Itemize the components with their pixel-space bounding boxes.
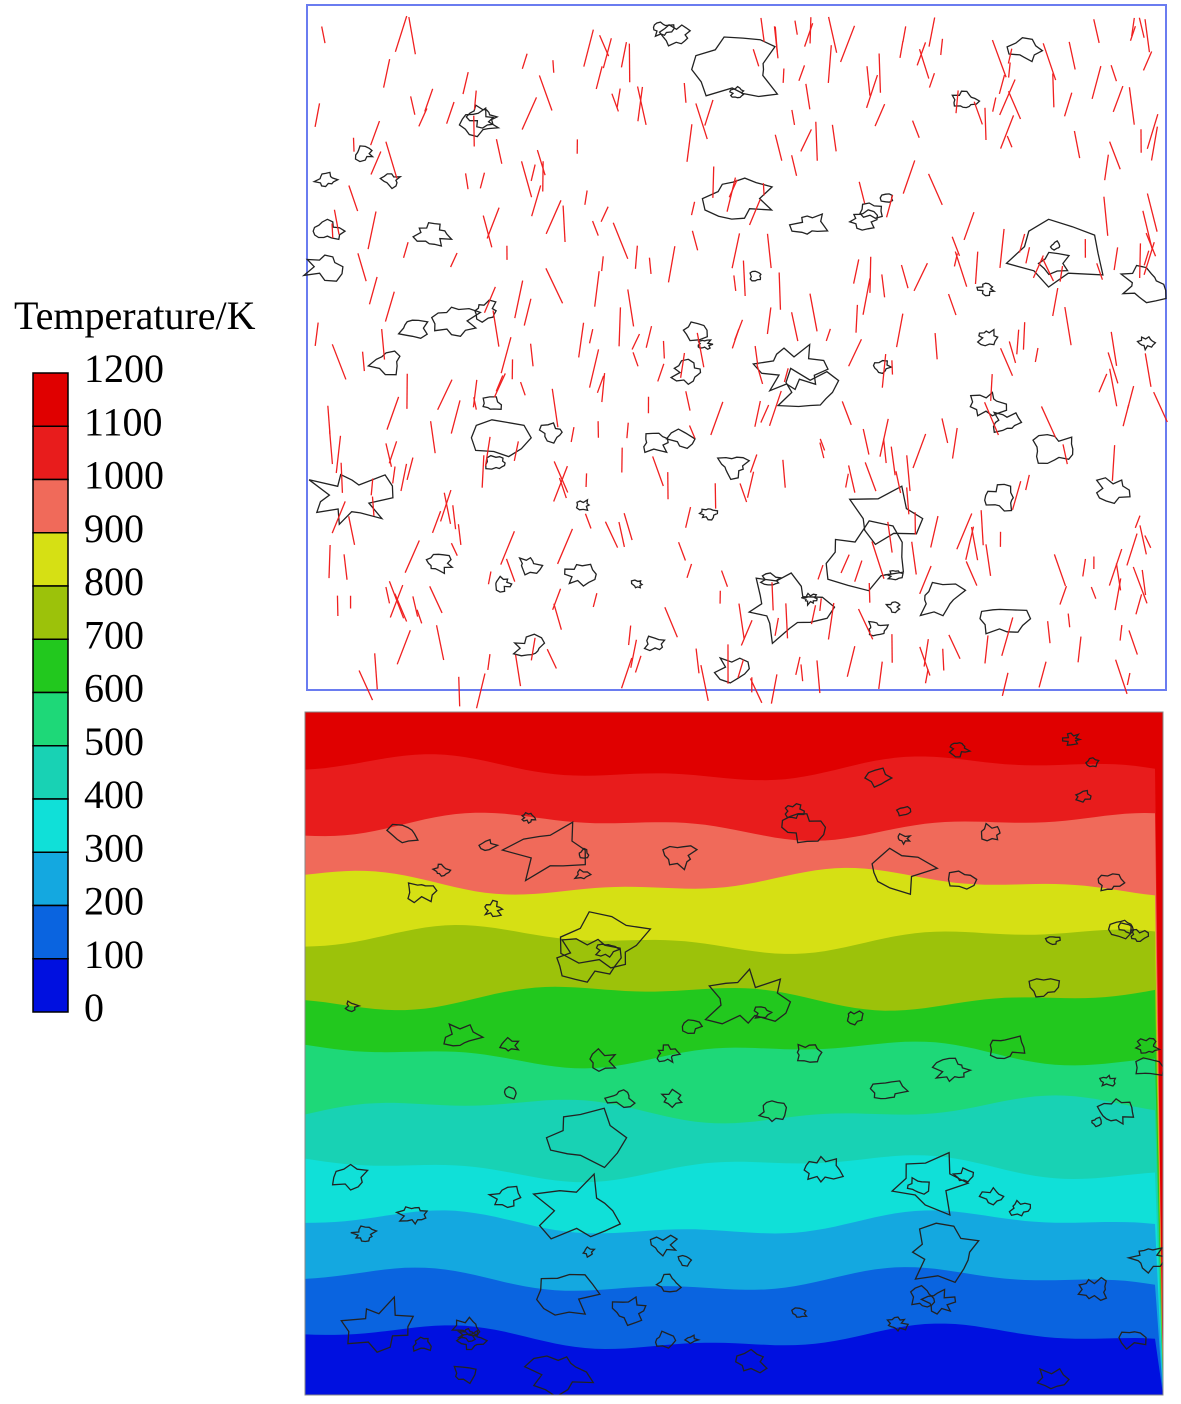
colorbar-segment (33, 959, 68, 1012)
velocity-vector (783, 68, 784, 82)
colorbar-label: 1100 (84, 399, 163, 444)
panel-frame (307, 5, 1166, 690)
colorbar-label: 900 (84, 506, 144, 551)
colorbar-segment (33, 586, 68, 639)
velocity-vector (763, 183, 764, 195)
colorbar-label: 400 (84, 772, 144, 817)
vector-panel (304, 5, 1167, 708)
velocity-vector (332, 224, 333, 239)
velocity-vector (353, 138, 354, 152)
colorbar-segment (33, 426, 68, 479)
colorbar-segment (33, 746, 68, 799)
colorbar-title: Temperature/K (14, 293, 256, 338)
velocity-vector (1140, 243, 1141, 278)
colorbar-segment (33, 373, 68, 426)
colorbar-segment (33, 639, 68, 692)
colorbar-label: 300 (84, 825, 144, 870)
colorbar-segment (33, 852, 68, 905)
velocity-vector (810, 17, 811, 43)
colorbar-label: 100 (84, 932, 144, 977)
colorbar-segment (33, 480, 68, 533)
colorbar-segment (33, 693, 68, 746)
colorbar-label: 600 (84, 666, 144, 711)
velocity-vector (663, 341, 664, 359)
colorbar-label: 0 (84, 985, 104, 1030)
colorbar-label: 200 (84, 879, 144, 924)
colorbar-segment (33, 533, 68, 586)
colorbar-label: 800 (84, 559, 144, 604)
velocity-vector (553, 60, 554, 73)
colorbar-label: 700 (84, 612, 144, 657)
colorbar-segment (33, 799, 68, 852)
velocity-vector (869, 583, 870, 603)
velocity-vector (713, 167, 714, 198)
velocity-vector (459, 677, 460, 707)
colorbar-label: 500 (84, 719, 144, 764)
colorbar-label: 1000 (84, 453, 164, 498)
velocity-vector (892, 360, 893, 374)
colorbar-segment (33, 906, 68, 959)
temperature-panel (305, 712, 1172, 1397)
colorbar-label: 1200 (84, 346, 164, 391)
velocity-vector (870, 257, 871, 293)
